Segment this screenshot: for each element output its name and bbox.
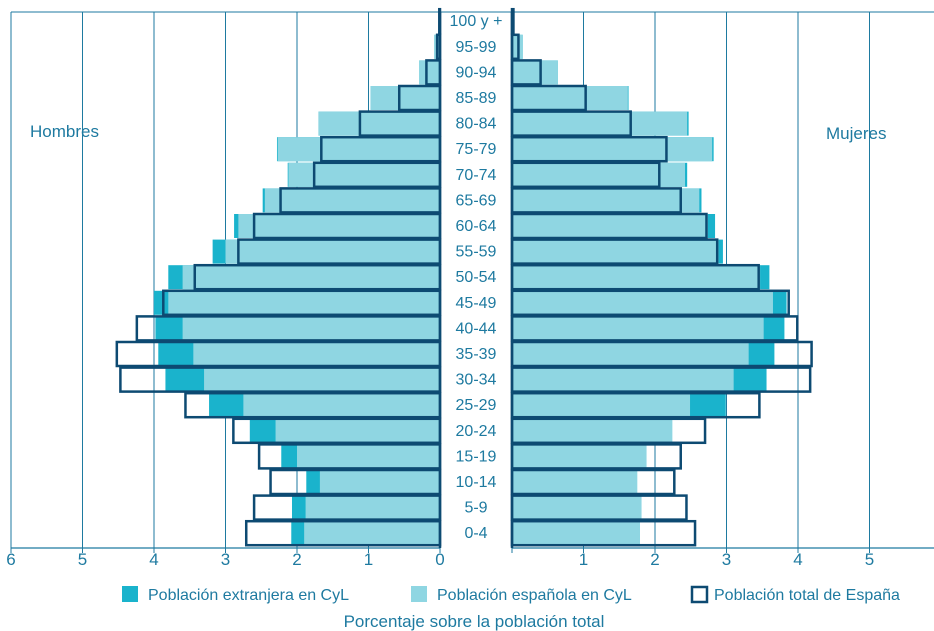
women-side-label: Mujeres (826, 124, 886, 143)
bar-men-espanola-65-69 (264, 188, 440, 213)
bar-men-espanola-55-59 (225, 239, 440, 264)
bar-men-espanola-25-29 (243, 393, 440, 418)
age-label-85-89: 85-89 (456, 90, 497, 107)
men-side-label: Hombres (30, 122, 99, 141)
bar-women-espanola-80-84 (512, 111, 688, 136)
bar-men-espanola-0-4 (304, 521, 440, 546)
x-tick-label: 1 (579, 550, 588, 569)
bar-women-espanola-90-94 (512, 60, 558, 85)
age-label-65-69: 65-69 (456, 192, 497, 209)
age-label-95-99: 95-99 (456, 39, 497, 56)
age-label-70-74: 70-74 (456, 167, 497, 184)
age-label-75-79: 75-79 (456, 141, 497, 158)
x-tick-label: 4 (793, 550, 802, 569)
x-tick-label: 6 (6, 550, 15, 569)
age-label-40-44: 40-44 (456, 320, 497, 337)
x-tick-label: 5 (78, 550, 87, 569)
x-tick-label: 4 (149, 550, 158, 569)
bar-women-espanola-55-59 (512, 239, 719, 264)
x-axis-caption: Porcentaje sobre la población total (344, 612, 605, 631)
bar-men-espanola-85-89 (370, 86, 440, 110)
x-tick-label: 2 (292, 550, 301, 569)
bar-women-espanola-15-19 (512, 444, 647, 469)
bar-women-espanola-20-24 (512, 418, 673, 443)
age-label-15-19: 15-19 (456, 448, 497, 465)
bar-men-espanola-30-34 (204, 367, 440, 392)
axes (10, 12, 934, 553)
bar-men-espanola-15-19 (297, 444, 440, 469)
legend-label-extranjera: Población extranjera en CyL (148, 587, 349, 604)
legend-swatch-extranjera (122, 586, 138, 602)
age-label-35-39: 35-39 (456, 346, 497, 363)
bar-women-espanola-30-34 (512, 367, 734, 392)
bar-women-espanola-10-14 (512, 470, 638, 494)
legend-label-espanola: Población española en CyL (437, 587, 632, 604)
bar-men-espanola-80-84 (318, 111, 440, 136)
age-label-90-94: 90-94 (456, 64, 497, 81)
bar-men-espanola-75-79 (277, 137, 440, 162)
x-tick-label: 1 (364, 550, 373, 569)
legend-swatch-espanola (411, 586, 427, 602)
bars (115, 7, 813, 547)
x-tick-label: 0 (435, 550, 444, 569)
bar-women-espanola-50-54 (512, 265, 761, 290)
age-label-25-29: 25-29 (456, 397, 497, 414)
bar-men-espanola-5-9 (305, 495, 440, 520)
age-label-60-64: 60-64 (456, 218, 497, 235)
bar-men-espanola-40-44 (182, 316, 440, 341)
age-label-20-24: 20-24 (456, 423, 497, 440)
x-tick-label: 3 (221, 550, 230, 569)
age-label-55-59: 55-59 (456, 244, 497, 261)
x-tick-label: 3 (722, 550, 731, 569)
x-tick-label: 5 (865, 550, 874, 569)
legend-label-total: Población total de España (714, 587, 900, 604)
legend-swatch-total (690, 585, 709, 604)
bar-women-espanola-25-29 (512, 393, 691, 418)
bar-men-espanola-20-24 (275, 418, 440, 443)
bar-women-espanola-0-4 (512, 521, 640, 546)
x-tick-labels: 6543210123456 (6, 550, 874, 569)
bar-women-espanola-35-39 (512, 342, 749, 366)
age-label-100 y +: 100 y + (450, 13, 503, 30)
bar-men-espanola-45-49 (168, 290, 441, 315)
bar-men-espanola-50-54 (182, 265, 440, 290)
bar-women-espanola-45-49 (512, 290, 773, 315)
age-label-0-4: 0-4 (464, 525, 487, 542)
bar-men-espanola-70-74 (288, 162, 440, 187)
x-tick-label: 2 (650, 550, 659, 569)
bar-women-espanola-60-64 (512, 214, 708, 238)
age-label-80-84: 80-84 (456, 116, 497, 133)
bar-women-espanola-5-9 (512, 495, 642, 520)
age-label-5-9: 5-9 (464, 500, 487, 517)
bar-men-espanola-10-14 (319, 470, 440, 494)
bar-women-espanola-85-89 (512, 86, 628, 110)
bar-men-espanola-35-39 (193, 342, 440, 366)
age-label-10-14: 10-14 (456, 474, 497, 491)
bar-women-espanola-65-69 (512, 188, 700, 213)
bar-women-espanola-70-74 (512, 162, 686, 187)
age-label-50-54: 50-54 (456, 269, 497, 286)
bar-men-espanola-90-94 (419, 60, 440, 85)
legend: Población extranjera en CyL Población es… (122, 585, 900, 604)
bar-women-espanola-75-79 (512, 137, 713, 162)
age-label-45-49: 45-49 (456, 295, 497, 312)
bar-men-espanola-60-64 (238, 214, 440, 238)
age-label-30-34: 30-34 (456, 372, 497, 389)
age-group-labels: 0-4 5-9 10-14 15-19 20-24 25-29 30-34 35-39 40-4… (450, 13, 503, 542)
bar-women-espanola-40-44 (512, 316, 764, 341)
